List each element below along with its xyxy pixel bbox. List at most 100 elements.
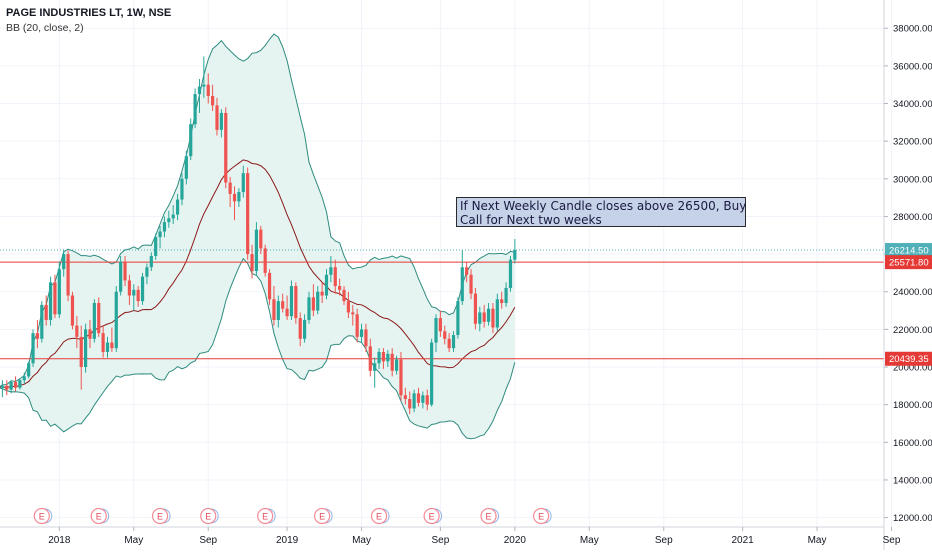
price-axis-label: 20000.00 [893,363,932,374]
bollinger-lower-line [0,257,516,440]
price-axis-label: 28000.00 [893,212,932,223]
time-axis-label: 2021 [731,535,754,546]
candle-body [456,301,460,336]
candle-body [438,318,442,332]
price-axis-label: 32000.00 [893,137,932,148]
earnings-marker-label: E [262,512,268,522]
candle-body [394,359,399,371]
chart-title: PAGE INDUSTRIES LT, 1W, NSE [6,7,172,19]
time-axis-label: 2020 [504,535,527,546]
candle-body [167,218,171,223]
candle-body [101,333,105,352]
candle-body [13,382,18,388]
candle-body [184,156,188,179]
last-price-tag-bg [885,243,932,258]
level-price-tag-bg [885,255,932,270]
annotation-callout[interactable]: If Next Weekly Candle closes above 26500… [456,197,746,227]
candle-body [443,331,447,339]
candle-body [57,269,61,315]
candle-body [381,351,386,362]
candle-body [333,267,337,287]
candle-body [390,353,394,371]
earnings-marker-label: E [205,512,211,522]
candle-body [259,229,263,249]
candle-body [97,303,101,334]
level-price-tag: 25571.80 [889,258,929,269]
candle-body [495,299,499,328]
candle-body [197,86,202,95]
time-axis-label: Sep [199,535,217,546]
earnings-marker-label: E [39,512,45,522]
time-axis-label: May [808,535,827,546]
candle-body [140,276,145,302]
candle-body [359,329,364,337]
candle-body [237,191,241,202]
candle-body [311,297,315,311]
candle-body [267,272,272,300]
time-axis-label: 2019 [276,535,299,546]
candle-body [171,214,175,219]
candle-body [110,342,114,349]
earnings-marker-label: E [429,512,435,522]
candle-body [27,363,31,377]
candle-body [158,231,162,238]
indicator-legend: BB (20, close, 2) [6,22,84,34]
candle-body [5,385,9,390]
candle-body [53,282,57,315]
candle-body [416,393,421,403]
candle-body [162,222,167,232]
candle-body [324,274,329,296]
earnings-marker [480,507,497,525]
candle-body [119,261,123,292]
bollinger-upper-line [0,33,515,388]
candle-body [70,295,75,326]
candle-body [298,318,302,339]
candle-body [211,95,215,106]
candle-body [469,274,473,294]
earnings-marker-label: E [538,512,544,522]
price-axis-label: 34000.00 [893,99,932,110]
candle-body [175,199,180,215]
earnings-marker [533,507,550,525]
candle-body [421,395,425,403]
candle-body [88,329,92,339]
candle-body [250,254,254,272]
candle-body [281,301,285,309]
candle-body [136,289,140,302]
candle-body [44,304,48,320]
candle-body [500,299,504,304]
candle-body [513,250,517,260]
price-axis-label: 12000.00 [893,513,932,524]
candle-body [40,304,44,339]
candle-body [48,282,53,320]
earnings-marker [33,507,50,525]
candle-body [285,308,289,317]
candle-body [465,267,469,275]
candle-body [338,286,342,290]
candle-body [219,112,223,130]
candle-body [18,380,22,388]
time-axis-label: Sep [883,535,901,546]
earnings-marker [257,507,274,525]
candle-body [425,395,429,405]
earnings-marker [314,507,331,525]
candle-body [79,336,83,368]
candle-body [430,342,434,405]
earnings-marker-label: E [319,512,325,522]
candle-body [307,297,311,320]
earnings-marker [200,507,217,525]
time-axis-label: May [352,535,371,546]
candle-body [482,312,486,322]
candle-body [355,314,359,337]
price-axis-label: 38000.00 [893,24,932,35]
candle-body [294,286,298,319]
candle-body [342,289,346,302]
candle-body [508,259,513,288]
level-price-tag: 20439.35 [889,354,929,365]
candle-body [351,312,355,315]
price-axis-label: 18000.00 [893,400,932,411]
candle-body [132,289,136,296]
candle-body [75,325,79,337]
candle-body [92,303,96,339]
price-axis-label: 24000.00 [893,287,932,298]
